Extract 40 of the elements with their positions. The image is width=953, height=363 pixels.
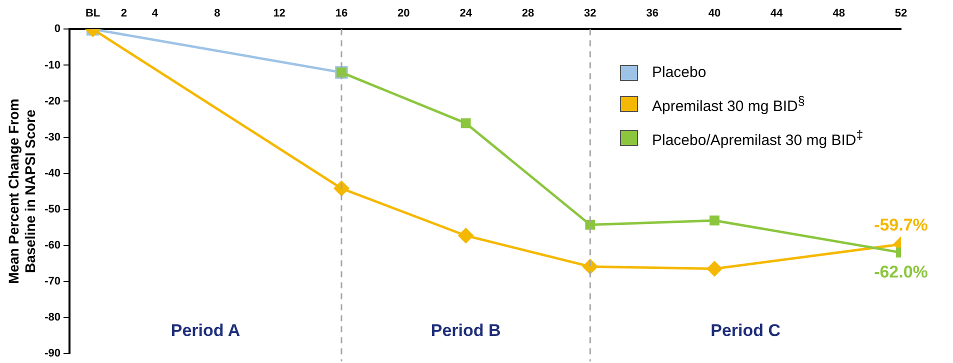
- y-tick-label: -30: [44, 131, 60, 144]
- x-tick-label: BL: [85, 8, 100, 20]
- legend-label: Apremilast 30 mg BID$^{§}$: [652, 93, 805, 117]
- y-tick-label: -90: [44, 347, 60, 360]
- x-tick-label: 20: [398, 8, 410, 20]
- x-tick-label: 12: [273, 8, 286, 20]
- y-tick-label: 0: [54, 23, 60, 36]
- annotation: Period C: [710, 321, 781, 340]
- y-tick-label: -80: [44, 311, 60, 324]
- point: [710, 216, 720, 226]
- x-tick-label: 4: [152, 8, 159, 20]
- annotation: Period B: [430, 321, 501, 340]
- x-tick-label: 2: [120, 8, 127, 20]
- x-tick-label: 40: [708, 8, 721, 20]
- x-tick-label: 24: [460, 8, 473, 20]
- y-tick-label: -40: [44, 167, 60, 180]
- x-tick-label: 32: [584, 8, 596, 20]
- y-tick-label: -20: [44, 95, 60, 108]
- y-tick-label: -60: [44, 239, 60, 252]
- legend-label: Placebo: [652, 63, 706, 83]
- x-tick-label: 28: [522, 8, 534, 20]
- x-tick-label: 16: [335, 8, 348, 20]
- legend-label: Placebo/Apremilast 30 mg BID$^{‡}$: [652, 127, 864, 151]
- x-tick-label: 44: [770, 8, 784, 20]
- data-label: -62.0%: [874, 262, 928, 282]
- point: [706, 260, 722, 277]
- y-tick-label: -70: [44, 275, 60, 288]
- point: [458, 228, 474, 244]
- y-tick-label: -10: [44, 59, 60, 72]
- point: [460, 118, 471, 128]
- x-tick-label: 36: [646, 8, 658, 20]
- y-axis-title: Mean Percent Change From Baseline in NAPSI Score: [5, 98, 38, 284]
- x-tick-label: 52: [894, 8, 908, 20]
- annotation: Period A: [170, 321, 240, 340]
- x-tick-label: 48: [832, 8, 845, 20]
- point: [333, 180, 350, 196]
- y-tick-label: -50: [44, 203, 60, 216]
- data-label: -59.7%: [874, 215, 928, 234]
- point: [585, 220, 596, 230]
- x-tick-label: 8: [214, 8, 220, 20]
